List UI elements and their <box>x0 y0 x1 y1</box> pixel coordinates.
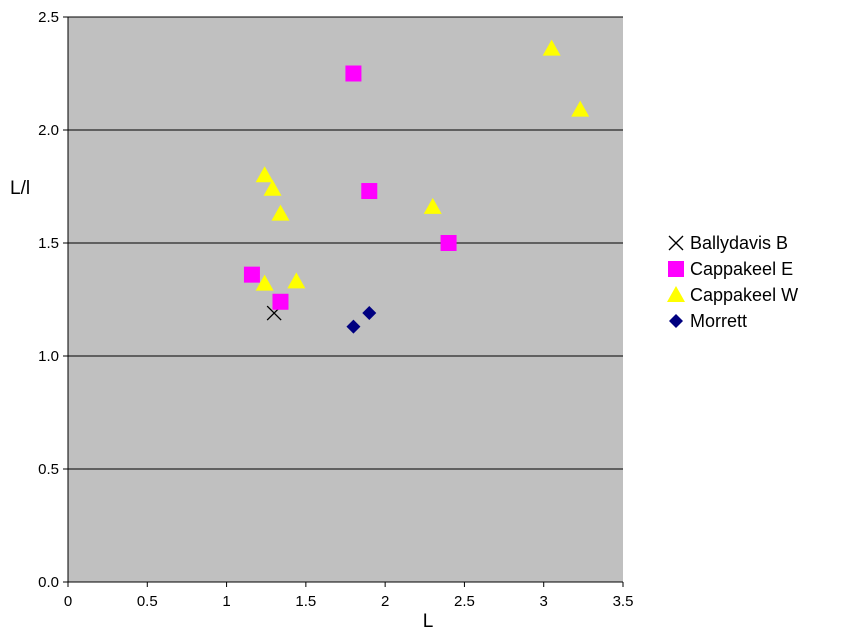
gridlines <box>68 16 623 470</box>
y-tick-label: 1.5 <box>38 235 59 252</box>
legend-entry: Morrett <box>690 311 747 331</box>
x-tick-label: 2.5 <box>454 593 475 610</box>
legend-entry: Cappakeel W <box>690 285 798 305</box>
data-point <box>362 306 377 321</box>
data-point <box>571 100 590 117</box>
legend-marker <box>668 235 684 251</box>
x-tick-label: 3.5 <box>613 593 634 610</box>
data-points <box>243 39 590 334</box>
legend-marker <box>668 261 684 277</box>
axes <box>63 16 624 587</box>
x-tick-label: 0.5 <box>137 593 158 610</box>
legend-marker <box>667 286 685 302</box>
x-tick-label: 0 <box>64 593 72 610</box>
data-point <box>440 235 457 251</box>
plot-area <box>68 17 623 582</box>
data-point <box>263 179 282 196</box>
y-tick-label: 2.0 <box>38 122 59 139</box>
data-point <box>243 266 260 283</box>
data-point <box>255 274 274 291</box>
y-axis-label: L/l <box>10 178 30 199</box>
y-tick-label: 0.5 <box>38 461 59 478</box>
y-tick-label: 1.0 <box>38 348 59 365</box>
x-tick-label: 1 <box>222 593 230 610</box>
legend-entry: Ballydavis B <box>690 233 788 253</box>
data-point <box>423 197 442 214</box>
x-axis-label: L <box>423 611 434 632</box>
data-point <box>542 39 561 56</box>
y-tick-label: 2.5 <box>38 9 59 26</box>
y-tick-label: 0.0 <box>38 574 59 591</box>
data-point <box>361 183 378 200</box>
data-point <box>272 293 289 310</box>
data-point <box>346 319 361 334</box>
legend-entry: Cappakeel E <box>690 259 793 279</box>
data-point <box>255 166 274 183</box>
x-tick-label: 1.5 <box>295 593 316 610</box>
data-point <box>271 204 290 221</box>
data-point <box>345 65 362 82</box>
tick-labels: 0.0 0.5 1.0 1.5 2.0 2.5 0 0.5 1 1.5 2 2.5 3 3.5 <box>38 9 633 610</box>
x-tick-label: 2 <box>381 593 389 610</box>
x-tick-label: 3 <box>540 593 548 610</box>
legend: Ballydavis B Cappakeel E Cappakeel W Morret… <box>667 233 798 331</box>
legend-marker <box>669 314 683 328</box>
data-point <box>287 272 306 289</box>
